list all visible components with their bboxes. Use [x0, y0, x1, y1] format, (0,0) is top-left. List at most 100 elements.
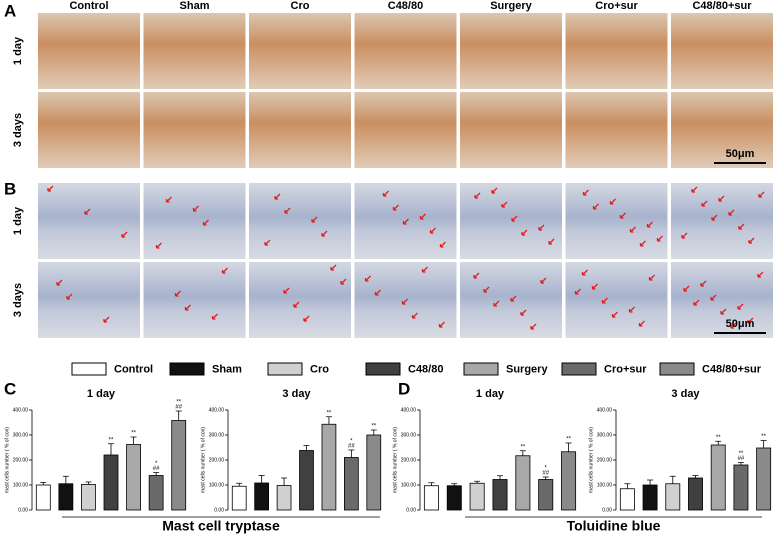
arrow: [311, 216, 318, 223]
bar: [254, 482, 269, 511]
bar: [81, 484, 96, 511]
arrow: [758, 191, 765, 198]
bar: [344, 457, 359, 511]
bar: [688, 477, 703, 511]
arrow: [693, 299, 700, 306]
micrograph: [565, 183, 668, 259]
arrow: [530, 323, 537, 330]
micrograph: [143, 92, 246, 168]
error-bar: [647, 479, 654, 485]
micrograph: [671, 262, 773, 338]
column-label: Cro: [291, 0, 310, 12]
legend-swatch: [561, 362, 597, 376]
arrow: [592, 203, 599, 210]
bar: [366, 434, 382, 511]
chart-title: 3 day: [282, 388, 311, 400]
micrograph: [354, 183, 457, 259]
legend-swatch: [365, 362, 401, 376]
bar: [126, 444, 141, 511]
significance-mark: **: [716, 435, 721, 441]
arrow: [582, 189, 589, 196]
arrow: [491, 187, 498, 194]
arrow: [84, 208, 91, 215]
arrow: [165, 196, 172, 203]
group-caption: Mast cell tryptase: [162, 518, 280, 534]
error-bar: [451, 483, 458, 486]
micrograph: [249, 13, 351, 89]
error-bar: [565, 442, 572, 452]
y-axis-label: mast cells number ( % of con): [4, 427, 10, 493]
arrow: [683, 285, 690, 292]
arrow: [474, 192, 481, 199]
y-tick-label: 300.00: [13, 432, 29, 438]
error-bar: [348, 449, 355, 458]
arrow: [155, 242, 162, 249]
y-tick-label: 0.00: [18, 507, 28, 513]
y-tick-label: 300.00: [597, 432, 613, 438]
error-bar: [519, 450, 526, 456]
micrograph: [38, 13, 140, 89]
y-tick-label: 0.00: [406, 507, 416, 513]
error-bar: [258, 475, 265, 483]
y-tick-label: 100.00: [209, 482, 225, 488]
micrograph: [249, 183, 351, 259]
micrograph: [565, 13, 668, 89]
y-tick-label: 400.00: [13, 407, 29, 413]
significance-mark: *: [350, 439, 353, 445]
arrow: [548, 238, 555, 245]
bar: [58, 483, 74, 511]
micrograph: [671, 92, 773, 168]
arrow: [483, 286, 490, 293]
row-label: 3 days: [12, 283, 24, 317]
legend-label: Surgery: [506, 363, 548, 375]
arrow: [681, 232, 688, 239]
error-bar: [303, 445, 310, 451]
bar: [756, 447, 772, 511]
error-bar: [370, 429, 377, 435]
arrow: [321, 230, 328, 237]
arrow: [283, 287, 290, 294]
arrow: [374, 289, 381, 296]
arrow: [493, 300, 500, 307]
y-axis-label: mast cells number ( % of con): [200, 427, 206, 493]
micrograph: [460, 183, 562, 259]
arrow: [646, 221, 653, 228]
y-tick-label: 400.00: [401, 407, 417, 413]
arrow: [402, 218, 409, 225]
row-label: 1 day: [12, 36, 24, 65]
bar: [299, 450, 314, 511]
legend-swatch: [71, 362, 107, 376]
arrow: [609, 198, 616, 205]
significance-mark: ##: [348, 444, 355, 450]
error-bar: [175, 410, 182, 421]
chart-title: 1 day: [476, 388, 505, 400]
error-bar: [130, 436, 137, 445]
micrograph: [460, 13, 562, 89]
bar: [423, 485, 439, 511]
arrow: [293, 301, 300, 308]
legend-swatch: [659, 362, 695, 376]
arrow: [439, 241, 446, 248]
error-bar: [62, 475, 69, 484]
bar: [446, 485, 462, 511]
micrograph: [354, 13, 457, 89]
bar: [538, 479, 554, 511]
micrograph: [671, 13, 773, 89]
bar: [321, 423, 337, 511]
arrow: [540, 277, 547, 284]
legend-label: Sham: [212, 363, 242, 375]
y-tick-label: 300.00: [401, 432, 417, 438]
arrow: [174, 290, 181, 297]
error-bar: [85, 481, 92, 485]
arrow: [619, 212, 626, 219]
significance-mark: ##: [542, 471, 549, 477]
micrograph: [460, 92, 562, 168]
chart-title: 1 day: [87, 388, 116, 400]
micrograph: [671, 183, 773, 259]
arrow: [66, 293, 73, 300]
group-caption: Toluidine blue: [567, 518, 661, 534]
arrow: [691, 186, 698, 193]
error-bar: [669, 475, 676, 484]
arrow: [211, 313, 218, 320]
